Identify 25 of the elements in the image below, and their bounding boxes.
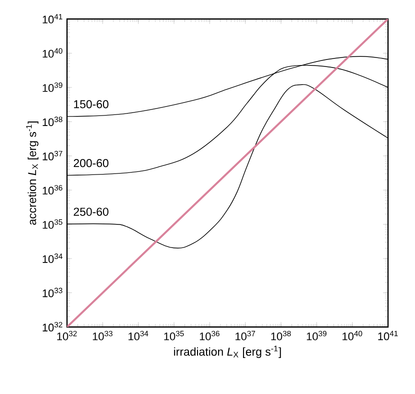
y-tick-label: 10$^{38}$ xyxy=(42,116,62,126)
y-tick-label: 10$^{41}$ xyxy=(42,14,62,24)
x-tick-label: 10$^{35}$ xyxy=(164,330,184,340)
x-tick-label: 10$^{37}$ xyxy=(236,330,256,340)
y-tick-label: 10$^{37}$ xyxy=(42,150,62,160)
y-axis-title: accretion L$_{X}$ [erg s$^{-1}$] xyxy=(26,122,38,225)
y-tick-label: 10$^{33}$ xyxy=(42,288,62,298)
series-label: 150-60 xyxy=(74,100,108,108)
x-tick-label: 10$^{39}$ xyxy=(306,330,326,340)
x-tick-label: 10$^{36}$ xyxy=(200,330,220,340)
x-tick-label: 10$^{33}$ xyxy=(92,330,112,340)
x-tick-label: 10$^{40}$ xyxy=(342,330,362,340)
x-tick-label: 10$^{41}$ xyxy=(378,330,398,340)
x-tick-label: 10$^{32}$ xyxy=(57,330,77,340)
series-label: 250-60 xyxy=(74,208,108,216)
x-axis-title: irradiation L$_{X}$ [erg s$^{-1}$] xyxy=(174,346,281,358)
x-tick-label: 10$^{34}$ xyxy=(128,330,148,340)
y-tick-label: 10$^{40}$ xyxy=(42,48,62,58)
y-tick-label: 10$^{36}$ xyxy=(42,185,62,195)
series-label: 200-60 xyxy=(74,159,108,168)
y-tick-label: 10$^{32}$ xyxy=(42,322,62,332)
y-tick-label: 10$^{35}$ xyxy=(42,219,62,229)
x-tick-label: 10$^{38}$ xyxy=(271,330,291,340)
y-tick-label: 10$^{39}$ xyxy=(42,82,62,92)
y-tick-label: 10$^{34}$ xyxy=(42,254,62,263)
